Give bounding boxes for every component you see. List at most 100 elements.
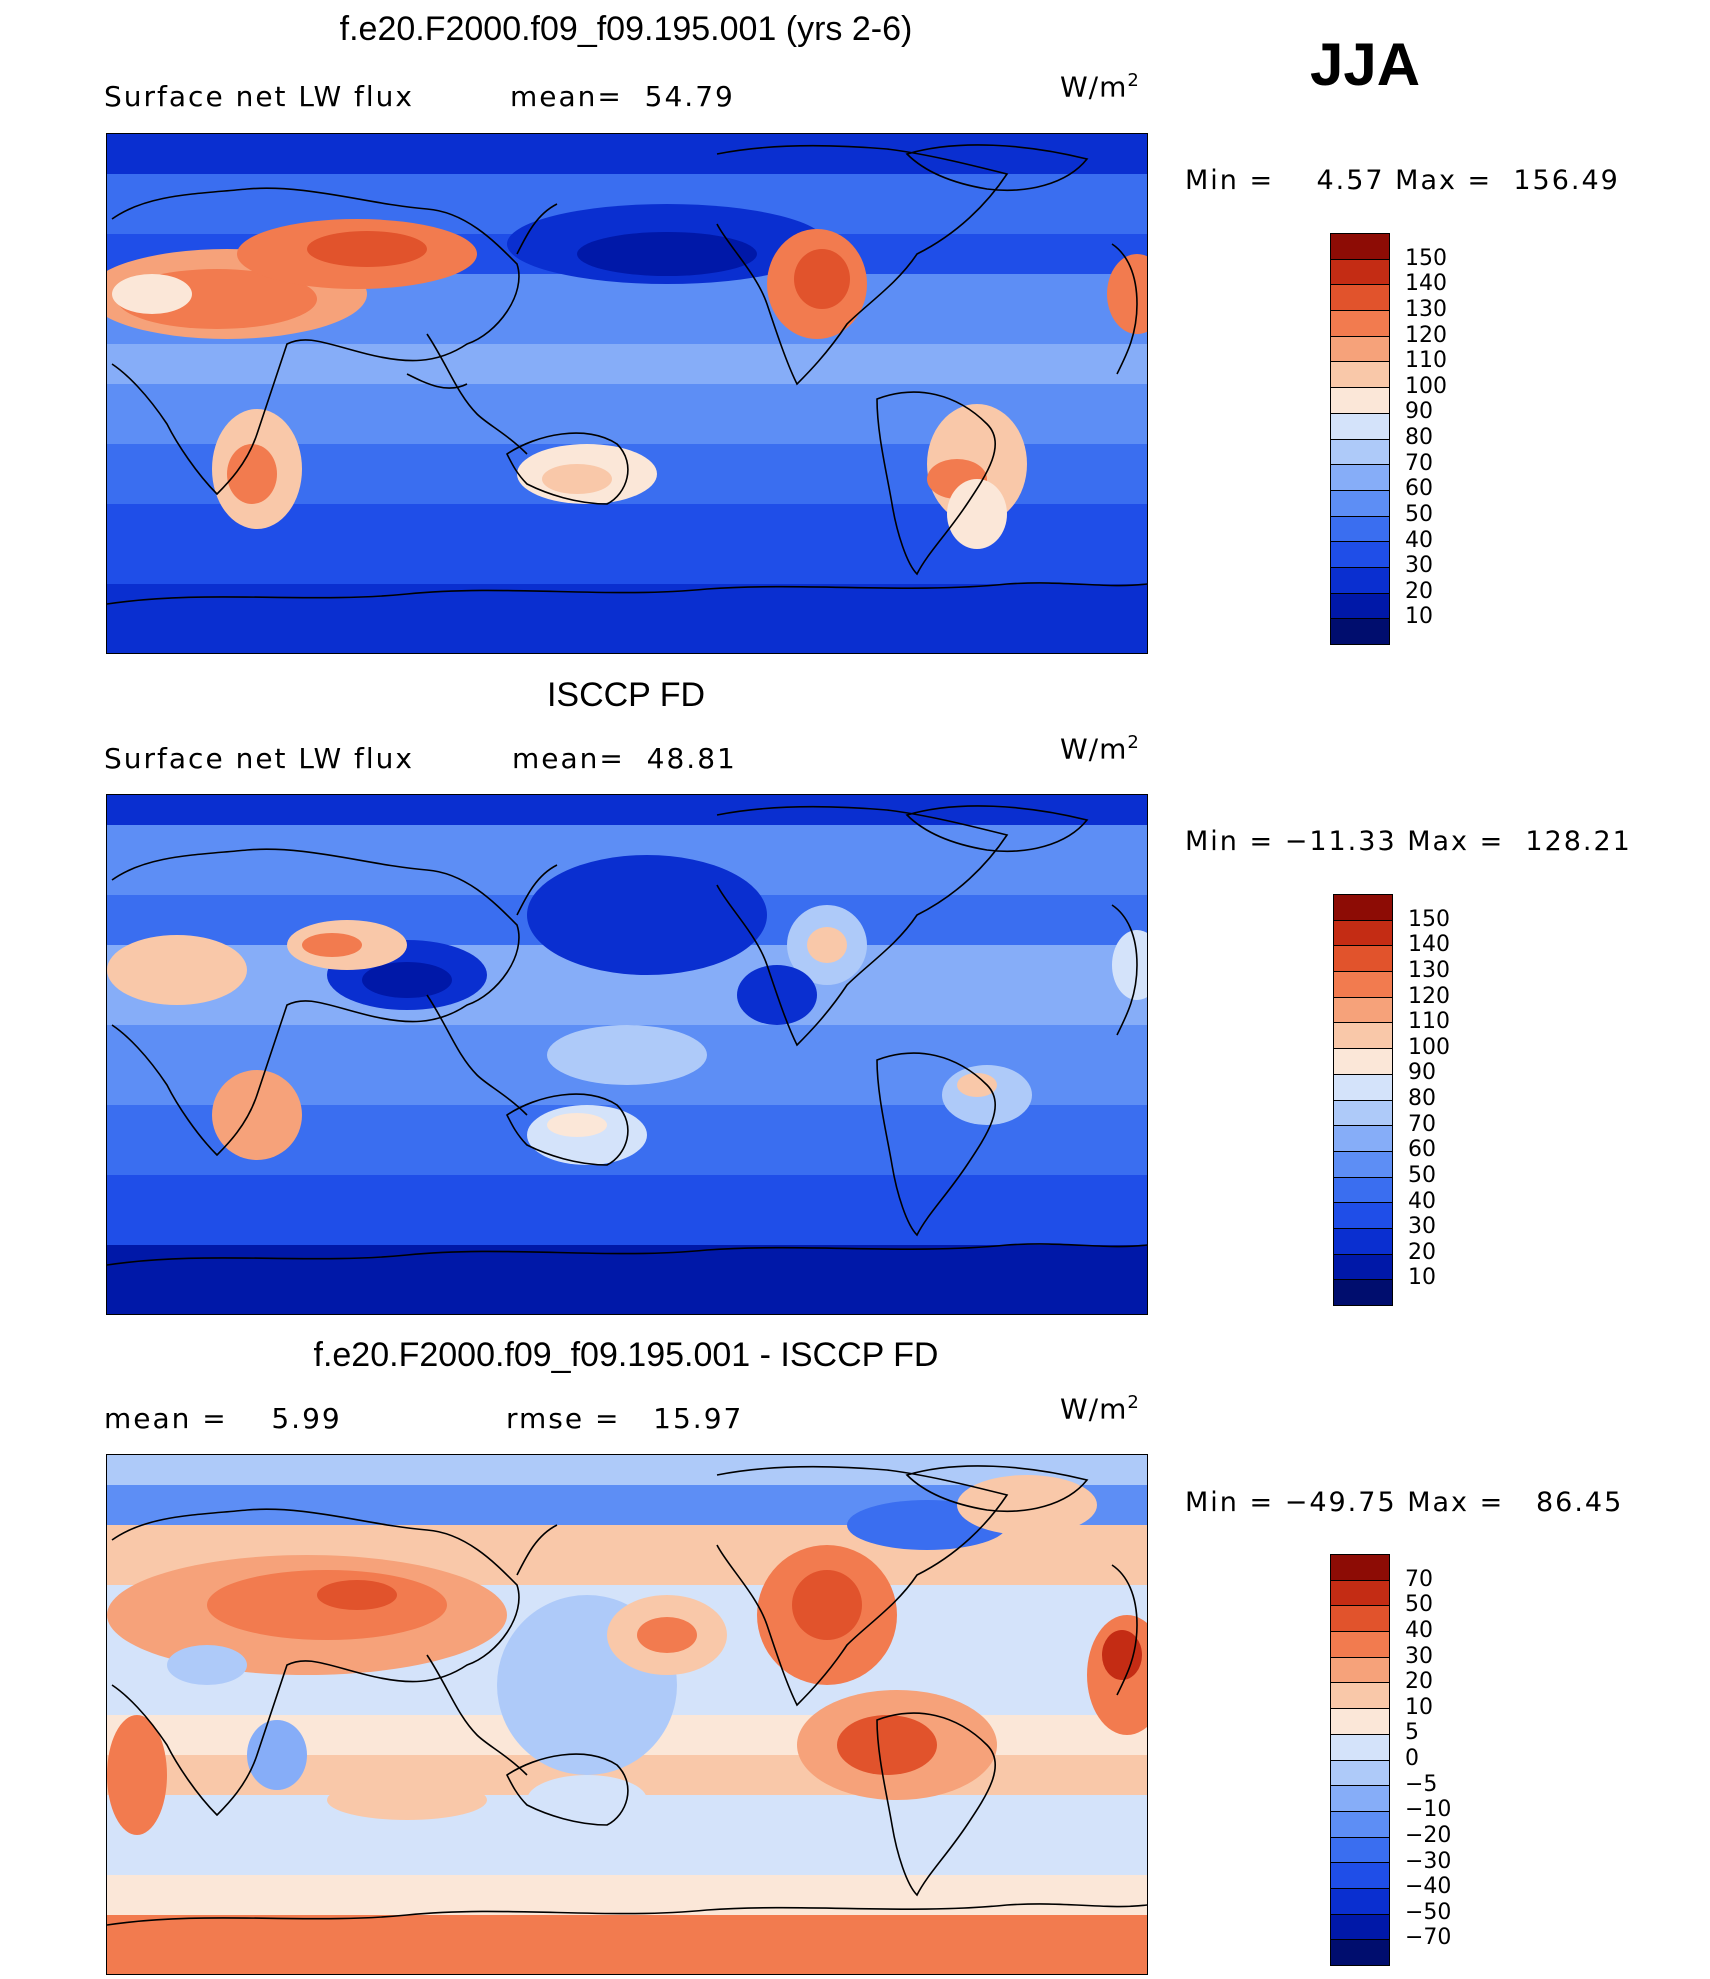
panel1-colorbar-swatches bbox=[1331, 234, 1389, 644]
colorbar-swatch bbox=[1331, 593, 1389, 620]
panel2-mean-label: mean= 48.81 bbox=[512, 742, 737, 775]
colorbar-swatch bbox=[1334, 1074, 1392, 1101]
colorbar-swatch bbox=[1331, 619, 1389, 644]
panel3-mean-label: mean = 5.99 bbox=[104, 1402, 342, 1435]
colorbar-swatch bbox=[1334, 1280, 1392, 1305]
colorbar-swatch bbox=[1331, 1914, 1389, 1941]
panel2-map-svg bbox=[107, 795, 1147, 1314]
colorbar-tick-label: 150 bbox=[1405, 245, 1447, 271]
colorbar-tick-label: 130 bbox=[1408, 957, 1450, 983]
colorbar-swatch bbox=[1331, 1683, 1389, 1710]
colorbar-swatch bbox=[1331, 1888, 1389, 1915]
colorbar-swatch bbox=[1334, 1126, 1392, 1152]
colorbar-swatch bbox=[1331, 516, 1389, 543]
colorbar-swatch bbox=[1331, 362, 1389, 389]
units-text: W/m bbox=[1060, 732, 1128, 766]
colorbar-swatch bbox=[1334, 946, 1392, 973]
panel2-map bbox=[106, 794, 1148, 1315]
colorbar-tick-label: 80 bbox=[1408, 1086, 1436, 1111]
colorbar-swatch bbox=[1331, 1837, 1389, 1864]
panel2-title: ISCCP FD bbox=[546, 676, 706, 714]
colorbar-swatch bbox=[1331, 439, 1389, 466]
panel1-units: W/m2 bbox=[1060, 70, 1140, 103]
colorbar-swatch bbox=[1331, 1811, 1389, 1838]
colorbar-swatch bbox=[1331, 1555, 1389, 1581]
units-exponent: 2 bbox=[1127, 70, 1140, 91]
panel1-variable-label: Surface net LW flux bbox=[104, 80, 414, 113]
panel2-colorbar-swatches bbox=[1334, 895, 1392, 1305]
units-text: W/m bbox=[1060, 70, 1128, 104]
colorbar-tick-label: −40 bbox=[1405, 1874, 1452, 1900]
colorbar-swatch bbox=[1331, 490, 1389, 517]
colorbar-tick-label: 20 bbox=[1408, 1239, 1436, 1265]
colorbar-tick-label: 150 bbox=[1408, 906, 1450, 932]
colorbar-swatch bbox=[1334, 1151, 1392, 1178]
colorbar-tick-label: 140 bbox=[1405, 271, 1447, 297]
colorbar-tick-label: 130 bbox=[1405, 296, 1447, 322]
colorbar-tick-label: −5 bbox=[1405, 1771, 1438, 1797]
colorbar-swatch bbox=[1331, 1709, 1389, 1735]
colorbar-swatch bbox=[1334, 972, 1392, 998]
colorbar-swatch bbox=[1331, 1606, 1389, 1633]
colorbar-swatch bbox=[1331, 1580, 1389, 1607]
colorbar-tick-label: 30 bbox=[1408, 1214, 1436, 1240]
panel3-units: W/m2 bbox=[1060, 1392, 1140, 1425]
colorbar-tick-label: 30 bbox=[1405, 553, 1433, 579]
colorbar-swatch bbox=[1331, 1734, 1389, 1761]
panel1-title: f.e20.F2000.f09_f09.195.001 (yrs 2-6) bbox=[339, 10, 913, 48]
colorbar-tick-label: 80 bbox=[1405, 425, 1433, 450]
colorbar-tick-label: 100 bbox=[1408, 1034, 1450, 1060]
panel3-map bbox=[106, 1454, 1148, 1975]
colorbar-swatch bbox=[1331, 285, 1389, 312]
panel3-map-svg bbox=[107, 1455, 1147, 1974]
colorbar-tick-label: 10 bbox=[1405, 1694, 1433, 1720]
panel1-map bbox=[106, 133, 1148, 654]
colorbar-tick-label: 70 bbox=[1405, 450, 1433, 476]
units-text: W/m bbox=[1060, 1392, 1128, 1426]
colorbar-tick-label: 120 bbox=[1405, 322, 1447, 348]
colorbar-swatch bbox=[1334, 1100, 1392, 1127]
panel2-colorbar-labels: 150 140 130 120 110 100 90 80 70 60 50 40 30 20 10 bbox=[1408, 894, 1488, 1304]
colorbar-swatch bbox=[1334, 1203, 1392, 1229]
colorbar-tick-label: −20 bbox=[1405, 1822, 1452, 1848]
colorbar-swatch bbox=[1331, 1760, 1389, 1787]
colorbar-swatch bbox=[1331, 259, 1389, 286]
colorbar-tick-label: −50 bbox=[1405, 1899, 1452, 1925]
panel2-variable-label: Surface net LW flux bbox=[104, 742, 414, 775]
panel1-colorbar bbox=[1330, 233, 1390, 645]
colorbar-tick-label: 0 bbox=[1405, 1746, 1419, 1771]
colorbar-swatch bbox=[1334, 1049, 1392, 1075]
colorbar-tick-label: 70 bbox=[1408, 1111, 1436, 1137]
colorbar-tick-label: −30 bbox=[1405, 1848, 1452, 1874]
colorbar-tick-label: 40 bbox=[1405, 527, 1433, 553]
colorbar-tick-label: −70 bbox=[1405, 1925, 1452, 1951]
colorbar-tick-label: 10 bbox=[1408, 1265, 1436, 1291]
panel3-colorbar-swatches bbox=[1331, 1555, 1389, 1965]
units-exponent: 2 bbox=[1127, 732, 1140, 753]
colorbar-tick-label: 60 bbox=[1408, 1137, 1436, 1163]
colorbar-swatch bbox=[1331, 1632, 1389, 1658]
colorbar-tick-label: 5 bbox=[1405, 1720, 1419, 1746]
colorbar-swatch bbox=[1331, 465, 1389, 491]
panel1-mean-label: mean= 54.79 bbox=[510, 80, 735, 113]
season-label: JJA bbox=[1310, 31, 1421, 98]
colorbar-swatch bbox=[1334, 1023, 1392, 1050]
panel2-units: W/m2 bbox=[1060, 732, 1140, 765]
panel3-minmax: Min = −49.75 Max = 86.45 bbox=[1185, 1487, 1624, 1518]
colorbar-tick-label: 90 bbox=[1405, 399, 1433, 425]
colorbar-tick-label: 20 bbox=[1405, 1669, 1433, 1695]
panel2-minmax: Min = −11.33 Max = 128.21 bbox=[1185, 826, 1632, 857]
colorbar-swatch bbox=[1334, 997, 1392, 1024]
colorbar-tick-label: 90 bbox=[1408, 1060, 1436, 1086]
colorbar-tick-label: 100 bbox=[1405, 373, 1447, 399]
colorbar-swatch bbox=[1331, 336, 1389, 363]
panel3-rmse-label: rmse = 15.97 bbox=[506, 1402, 744, 1435]
colorbar-swatch bbox=[1334, 1228, 1392, 1255]
panel1-map-svg bbox=[107, 134, 1147, 653]
colorbar-tick-label: 110 bbox=[1405, 348, 1447, 374]
colorbar-tick-label: −10 bbox=[1405, 1797, 1452, 1823]
colorbar-swatch bbox=[1331, 542, 1389, 568]
colorbar-tick-label: 20 bbox=[1405, 578, 1433, 604]
colorbar-tick-label: 50 bbox=[1408, 1162, 1436, 1188]
colorbar-swatch bbox=[1334, 920, 1392, 947]
